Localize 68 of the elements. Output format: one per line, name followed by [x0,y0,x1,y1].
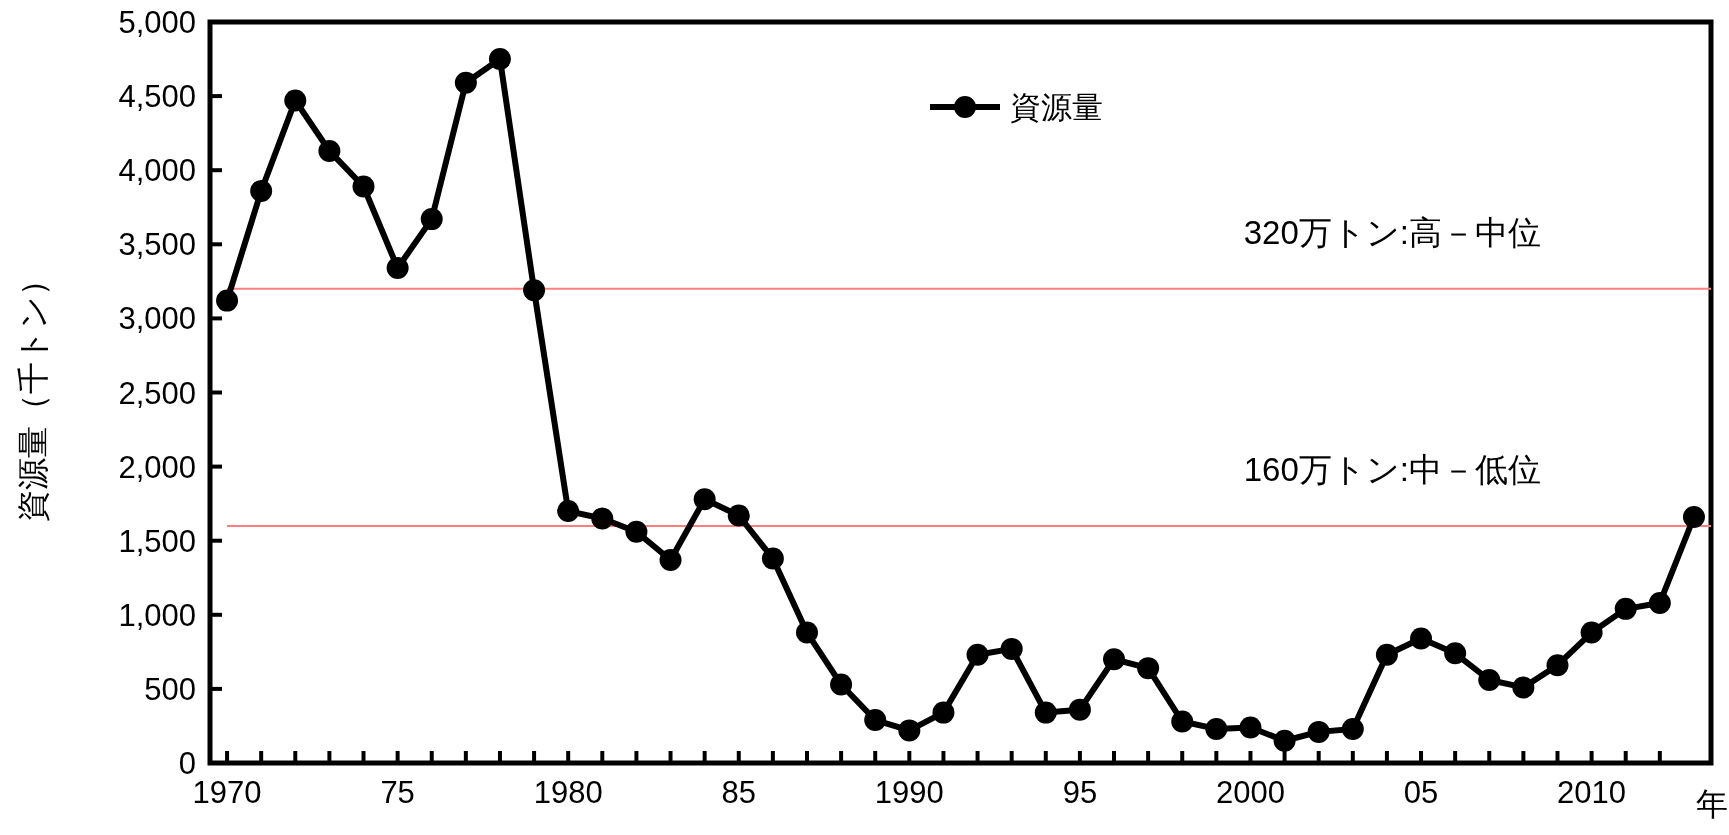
point [386,257,409,280]
x-tick-label: 1990 [874,775,944,810]
y-tick-label: 2,500 [118,375,196,411]
point [1580,621,1603,644]
y-tick-label: 500 [144,671,196,707]
point [1205,717,1228,740]
point [659,548,682,571]
point [693,488,716,511]
point [591,507,614,530]
y-tick-label: 3,000 [118,301,196,337]
point [795,621,818,644]
point [454,71,477,94]
legend-label: 資源量 [1010,90,1103,125]
y-tick-label: 2,000 [118,449,196,485]
x-tick-label: 95 [1062,775,1098,810]
x-tick-label: 85 [721,775,756,810]
point [250,179,273,202]
point [932,701,955,724]
x-tick-label: 2010 [1557,775,1627,810]
point [1682,505,1705,528]
ref-line-label: 160万トン:中－低位 [1243,450,1541,488]
y-tick-label: 5,000 [118,5,196,40]
point [625,520,648,543]
point [488,48,511,71]
y-tick-label: 4,000 [118,153,196,189]
point [352,175,375,198]
point [1375,643,1398,666]
point [1034,701,1057,724]
point [1068,698,1091,721]
x-axis-title: 年 [1696,786,1728,822]
point [420,208,443,231]
y-tick-label: 1,000 [118,597,196,633]
point [1546,654,1569,677]
point [1137,657,1160,680]
point [557,500,580,523]
point [1000,637,1023,660]
point [1103,648,1126,671]
point [761,547,784,570]
point [318,139,341,162]
point [727,504,750,527]
point [1478,669,1501,692]
point [284,89,307,112]
point [1648,591,1671,614]
point [1171,710,1194,733]
y-axis-title: 資源量（千トン） [15,263,51,522]
point [830,673,853,696]
y-tick-label: 3,500 [118,227,196,263]
point [1444,642,1467,665]
point [1341,717,1364,740]
ref-line-label: 320万トン:高－中位 [1243,213,1541,251]
x-tick-label: 1980 [533,775,603,810]
point [1614,597,1637,620]
point [1273,729,1296,752]
point [1239,716,1262,739]
legend: 資源量 [930,90,1103,125]
point [1410,627,1433,650]
point [523,279,546,302]
point [216,289,239,312]
point [1307,720,1330,743]
x-tick-label: 05 [1403,775,1439,810]
y-tick-label: 1,500 [118,523,196,559]
point [864,709,887,732]
point [966,643,989,666]
x-tick-label: 75 [380,775,415,810]
y-tick-label: 4,500 [118,79,196,115]
x-tick-label: 2000 [1215,775,1285,810]
point [1512,676,1535,699]
point [898,719,921,742]
